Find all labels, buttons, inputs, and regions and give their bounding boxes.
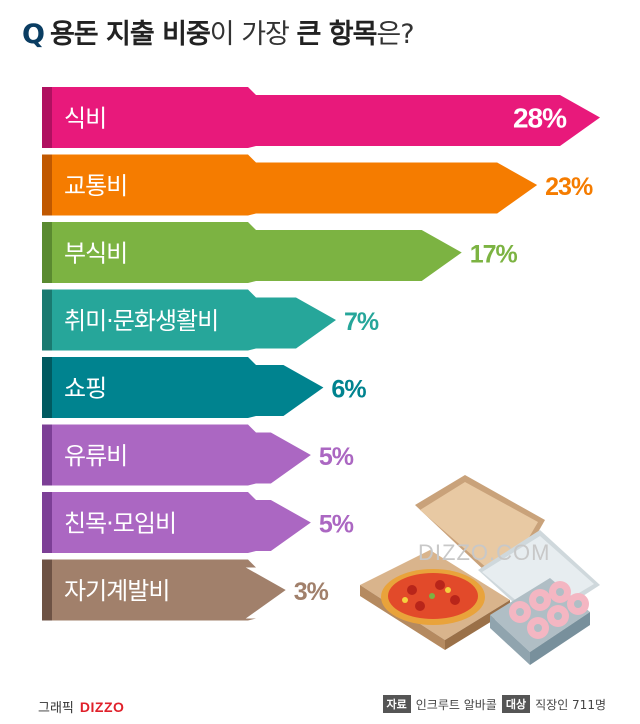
bar-side <box>42 357 52 418</box>
watermark: DIZZO.COM <box>418 540 551 565</box>
bar-side <box>42 492 52 553</box>
chart-title: Q 용돈 지출 비중이 가장 큰 항목은? <box>22 12 415 51</box>
value-label: 3% <box>294 578 329 606</box>
category-label: 유류비 <box>64 442 127 470</box>
bar <box>52 424 311 486</box>
bar <box>52 222 462 283</box>
bar-side <box>42 289 52 351</box>
bar <box>52 87 600 148</box>
category-label: 친목·모임비 <box>64 510 176 538</box>
bar-side <box>42 222 52 283</box>
bar-side <box>42 87 52 148</box>
category-label: 자기계발비 <box>64 577 169 605</box>
bar-side <box>42 424 52 486</box>
value-label: 23% <box>545 173 593 201</box>
bar <box>52 559 286 621</box>
category-label: 취미·문화생활비 <box>64 307 218 335</box>
title-bold-part-2: 큰 항목 <box>296 19 377 50</box>
value-label: 28% <box>513 103 567 134</box>
bar-side <box>42 154 52 216</box>
question-mark-label: Q <box>22 19 45 50</box>
source-tag: 자료 <box>382 695 411 713</box>
donut-icon <box>509 581 589 639</box>
bar <box>52 289 336 351</box>
title-bold-part: 용돈 지출 비중 <box>49 19 211 50</box>
footer-source: 자료 인크루트 알바콜 대상 직장인 711명 <box>382 695 606 713</box>
bar <box>52 492 311 553</box>
bar <box>52 357 324 418</box>
bar <box>52 154 538 216</box>
target-value: 직장인 711명 <box>535 697 606 712</box>
value-label: 6% <box>331 376 366 404</box>
dizzo-logo: DIZZO <box>79 698 125 715</box>
value-label: 17% <box>470 241 518 269</box>
value-label: 5% <box>319 443 354 471</box>
bar-side <box>42 559 52 621</box>
category-label: 부식비 <box>64 240 127 268</box>
title-thin-part: 이 가장 <box>209 19 297 50</box>
value-label: 7% <box>344 308 379 336</box>
pizza-donut-illustration <box>360 475 600 665</box>
category-label: 교통비 <box>64 172 127 200</box>
credit-label: 그래픽 <box>38 701 74 716</box>
category-label: 식비 <box>64 105 106 133</box>
footer-credit: 그래픽 DIZZO <box>38 697 125 717</box>
source-value: 인크루트 알바콜 <box>415 697 497 712</box>
category-label: 쇼핑 <box>64 375 106 403</box>
title-thin-part-2: 은? <box>376 19 414 50</box>
target-tag: 대상 <box>501 695 531 713</box>
value-label: 5% <box>319 511 354 539</box>
